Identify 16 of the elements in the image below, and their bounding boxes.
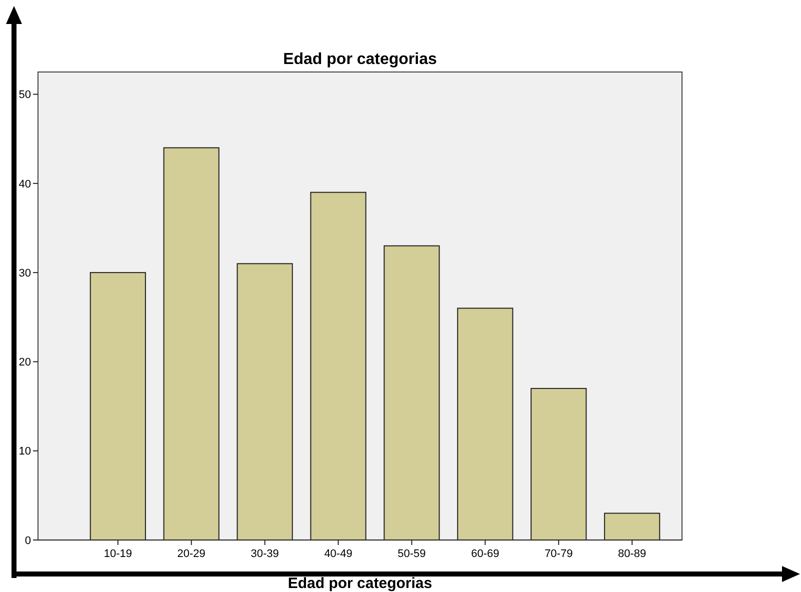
y-tick-label: 20 — [18, 356, 31, 369]
y-tick-label: 10 — [18, 446, 31, 458]
x-tick-label: 10-19 — [104, 548, 132, 560]
x-tick-label: 50-59 — [398, 548, 426, 560]
x-tick-label: 20-29 — [177, 548, 206, 560]
y-tick-label: 30 — [18, 267, 31, 280]
x-tick-label: 60-69 — [471, 548, 500, 560]
y-tick-label: 0 — [24, 534, 31, 547]
x-tick-label: 80-89 — [618, 548, 646, 560]
x-tick-label: 30-39 — [250, 548, 279, 560]
y-tick-label: 40 — [18, 178, 31, 190]
x-tick-label: 40-49 — [324, 548, 352, 560]
x-axis-title: Edad por categorias — [288, 575, 432, 592]
x-tick-label: 70-79 — [544, 548, 573, 560]
chart-title: Edad por categorias — [283, 51, 438, 68]
y-tick-label: 50 — [18, 89, 31, 102]
